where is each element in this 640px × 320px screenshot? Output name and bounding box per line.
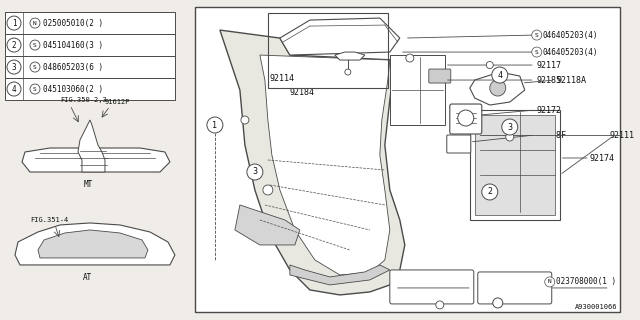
FancyBboxPatch shape xyxy=(390,270,474,304)
Text: S: S xyxy=(33,86,37,92)
Polygon shape xyxy=(235,205,300,245)
Text: 1: 1 xyxy=(212,121,218,130)
Text: FIG.351-4: FIG.351-4 xyxy=(30,217,68,223)
Circle shape xyxy=(502,119,518,135)
Text: S: S xyxy=(33,43,37,48)
Circle shape xyxy=(486,61,493,68)
Bar xyxy=(475,115,555,215)
Text: MT: MT xyxy=(83,180,93,189)
Bar xyxy=(470,110,560,220)
Text: AT: AT xyxy=(83,274,93,283)
Text: 91612P: 91612P xyxy=(105,99,131,105)
Text: FIG.350-2,3: FIG.350-2,3 xyxy=(60,97,107,103)
Circle shape xyxy=(493,298,503,308)
Circle shape xyxy=(241,116,249,124)
Circle shape xyxy=(532,47,541,57)
Circle shape xyxy=(545,277,555,287)
Text: 92179B: 92179B xyxy=(393,274,423,283)
Bar xyxy=(5,56,175,78)
Circle shape xyxy=(263,185,273,195)
Bar xyxy=(195,7,620,312)
Text: 045103060(2 ): 045103060(2 ) xyxy=(43,84,103,93)
Bar xyxy=(268,13,388,88)
Polygon shape xyxy=(280,18,400,55)
Text: 3: 3 xyxy=(508,123,512,132)
Text: 92111: 92111 xyxy=(610,131,635,140)
Polygon shape xyxy=(220,30,405,295)
Polygon shape xyxy=(22,148,170,172)
Circle shape xyxy=(482,184,498,200)
Bar xyxy=(5,78,175,100)
Circle shape xyxy=(30,40,40,50)
Circle shape xyxy=(458,110,474,126)
Text: 92185: 92185 xyxy=(537,76,562,84)
Text: N: N xyxy=(33,20,37,26)
Text: 2: 2 xyxy=(12,41,16,50)
Text: 92178F: 92178F xyxy=(537,131,567,140)
Circle shape xyxy=(7,16,21,30)
Text: A930001066: A930001066 xyxy=(575,304,618,310)
Text: 92118A: 92118A xyxy=(557,76,587,84)
Circle shape xyxy=(30,84,40,94)
Text: 92184: 92184 xyxy=(290,88,315,97)
FancyBboxPatch shape xyxy=(447,135,471,153)
Text: 4: 4 xyxy=(12,84,16,93)
Circle shape xyxy=(506,133,514,141)
Polygon shape xyxy=(260,55,390,275)
Circle shape xyxy=(7,60,21,74)
Bar xyxy=(5,34,175,56)
Bar xyxy=(5,12,175,34)
Text: 025005010(2 ): 025005010(2 ) xyxy=(43,19,103,28)
Text: 92172: 92172 xyxy=(537,106,562,115)
Polygon shape xyxy=(290,265,390,285)
Circle shape xyxy=(490,80,506,96)
Polygon shape xyxy=(15,223,175,265)
Circle shape xyxy=(406,54,414,62)
Text: N: N xyxy=(548,279,552,284)
Polygon shape xyxy=(78,120,105,172)
Text: S: S xyxy=(535,33,539,37)
Bar xyxy=(390,55,445,125)
Text: 046405203(4): 046405203(4) xyxy=(543,30,598,40)
Circle shape xyxy=(247,164,263,180)
Text: 048605203(6 ): 048605203(6 ) xyxy=(43,62,103,72)
FancyBboxPatch shape xyxy=(429,69,451,83)
Text: 1: 1 xyxy=(12,19,16,28)
Text: 023708000(1 ): 023708000(1 ) xyxy=(556,277,616,286)
Text: S: S xyxy=(535,50,539,54)
Circle shape xyxy=(207,117,223,133)
FancyBboxPatch shape xyxy=(478,272,552,304)
Polygon shape xyxy=(335,52,365,60)
Text: 2: 2 xyxy=(487,188,492,196)
Text: 3: 3 xyxy=(12,62,16,72)
Text: 92114: 92114 xyxy=(270,74,295,83)
Circle shape xyxy=(345,69,351,75)
Text: 045104160(3 ): 045104160(3 ) xyxy=(43,41,103,50)
Text: S: S xyxy=(33,65,37,69)
Text: 4: 4 xyxy=(497,70,502,80)
Text: 92117: 92117 xyxy=(537,60,562,69)
Circle shape xyxy=(492,67,508,83)
Text: 92174: 92174 xyxy=(589,154,615,163)
Circle shape xyxy=(436,301,444,309)
Circle shape xyxy=(7,82,21,96)
Circle shape xyxy=(30,62,40,72)
Circle shape xyxy=(30,18,40,28)
Polygon shape xyxy=(470,72,525,105)
Circle shape xyxy=(7,38,21,52)
Circle shape xyxy=(532,30,541,40)
Text: 046405203(4): 046405203(4) xyxy=(543,48,598,57)
Polygon shape xyxy=(38,230,148,258)
Text: 3: 3 xyxy=(252,167,257,177)
FancyBboxPatch shape xyxy=(450,104,482,134)
